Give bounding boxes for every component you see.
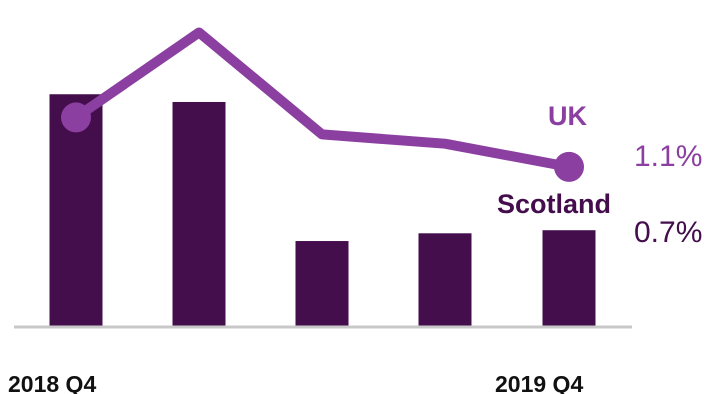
bar-scotland-4 [418, 233, 472, 326]
uk-marker-end [554, 151, 584, 182]
line-series-uk [73, 27, 570, 172]
x-tick-label-1: 2018 Q4 [8, 371, 96, 394]
bar-scotland-1 [49, 94, 103, 326]
x-tick-label-5: 2019 Q4 [495, 371, 583, 394]
value-label-uk: 1.1% [634, 140, 702, 173]
value-label-scotland: 0.7% [634, 216, 702, 249]
bar-series-scotland [49, 94, 596, 326]
bar-scotland-2 [172, 101, 226, 326]
uk-markers [61, 102, 584, 182]
bar-scotland-5 [542, 230, 596, 326]
bar-scotland-3 [295, 241, 349, 326]
series-label-scotland: Scotland [497, 189, 611, 219]
uk-marker-start [61, 102, 91, 133]
series-label-uk: UK [548, 101, 587, 131]
x-tick-labels: 2018 Q4 2019 Q4 [8, 371, 583, 394]
